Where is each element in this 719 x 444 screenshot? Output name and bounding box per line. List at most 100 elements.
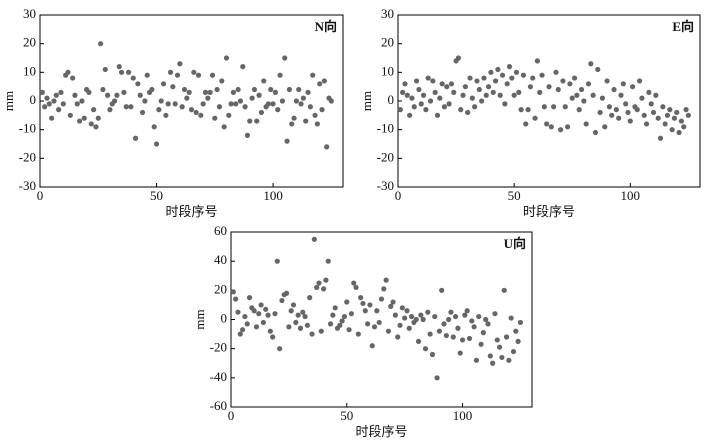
point [311,236,317,242]
point [486,84,492,90]
point [253,324,260,330]
point [277,346,283,352]
y-tick-label: 20 [23,35,36,50]
y-tick-label: 0 [30,92,37,107]
point [300,309,306,315]
point [585,81,592,87]
y-axis-label: mm [359,91,374,111]
point [246,295,253,301]
point [53,92,59,98]
point [390,299,396,305]
point [476,86,482,93]
y-tick-label: -30 [19,178,36,193]
point [464,308,470,314]
point [111,98,118,104]
y-tick-label: 0 [388,92,395,107]
point [198,112,204,118]
point [571,75,578,81]
point [657,135,664,141]
point [583,121,589,127]
point [564,124,571,130]
point [432,313,438,320]
point [288,308,294,314]
x-axis-label: 时段序号 [523,204,575,219]
point [291,115,297,121]
point [74,101,80,107]
y-axis-label: mm [1,91,16,111]
point [518,107,524,113]
point [244,132,251,138]
point [223,55,230,61]
point [181,86,188,93]
point [272,89,279,95]
point [660,104,666,110]
point [233,296,239,302]
point [420,316,426,323]
point [42,104,48,110]
point [165,101,171,107]
point [72,92,78,98]
point [481,75,487,81]
point [466,335,473,342]
point [365,321,371,327]
point [279,297,285,304]
point [404,92,410,98]
point [226,112,232,118]
point [513,69,520,75]
point [378,296,385,302]
point [418,101,424,107]
x-tick-label: 50 [150,188,163,203]
point [604,78,610,84]
point [588,61,594,67]
point [132,135,139,141]
point [443,332,449,339]
x-tick-label: 0 [228,408,235,423]
point [576,107,582,113]
point [681,124,687,130]
point [506,64,513,70]
point [530,75,536,81]
point [307,295,313,301]
point [293,319,299,326]
point [351,280,357,286]
point [613,107,619,113]
point [457,350,463,356]
point [209,72,216,78]
point [462,84,468,90]
point [516,89,522,95]
point [427,98,434,104]
point [144,72,150,78]
point [93,124,99,130]
point [265,101,272,107]
point [469,318,475,324]
point [314,121,320,127]
point [275,107,281,113]
point [458,107,464,113]
point [195,72,202,78]
point [307,104,313,110]
point [385,328,392,334]
point [151,124,157,130]
point [295,312,301,318]
point [374,308,380,314]
point [242,104,248,110]
point [247,118,253,124]
point [310,72,316,78]
point [270,334,276,340]
point [286,86,292,93]
y-tick-label: 10 [23,63,36,78]
panel-title: N向 [315,19,337,34]
point [258,302,264,308]
y-tick-label: -30 [377,178,394,193]
point [655,115,661,121]
point [567,81,573,87]
point [406,325,412,331]
point [407,112,413,118]
point [219,78,225,84]
point [251,86,258,93]
point [452,313,459,320]
y-tick-label: -10 [377,121,394,136]
point [121,89,127,95]
point [683,107,689,113]
